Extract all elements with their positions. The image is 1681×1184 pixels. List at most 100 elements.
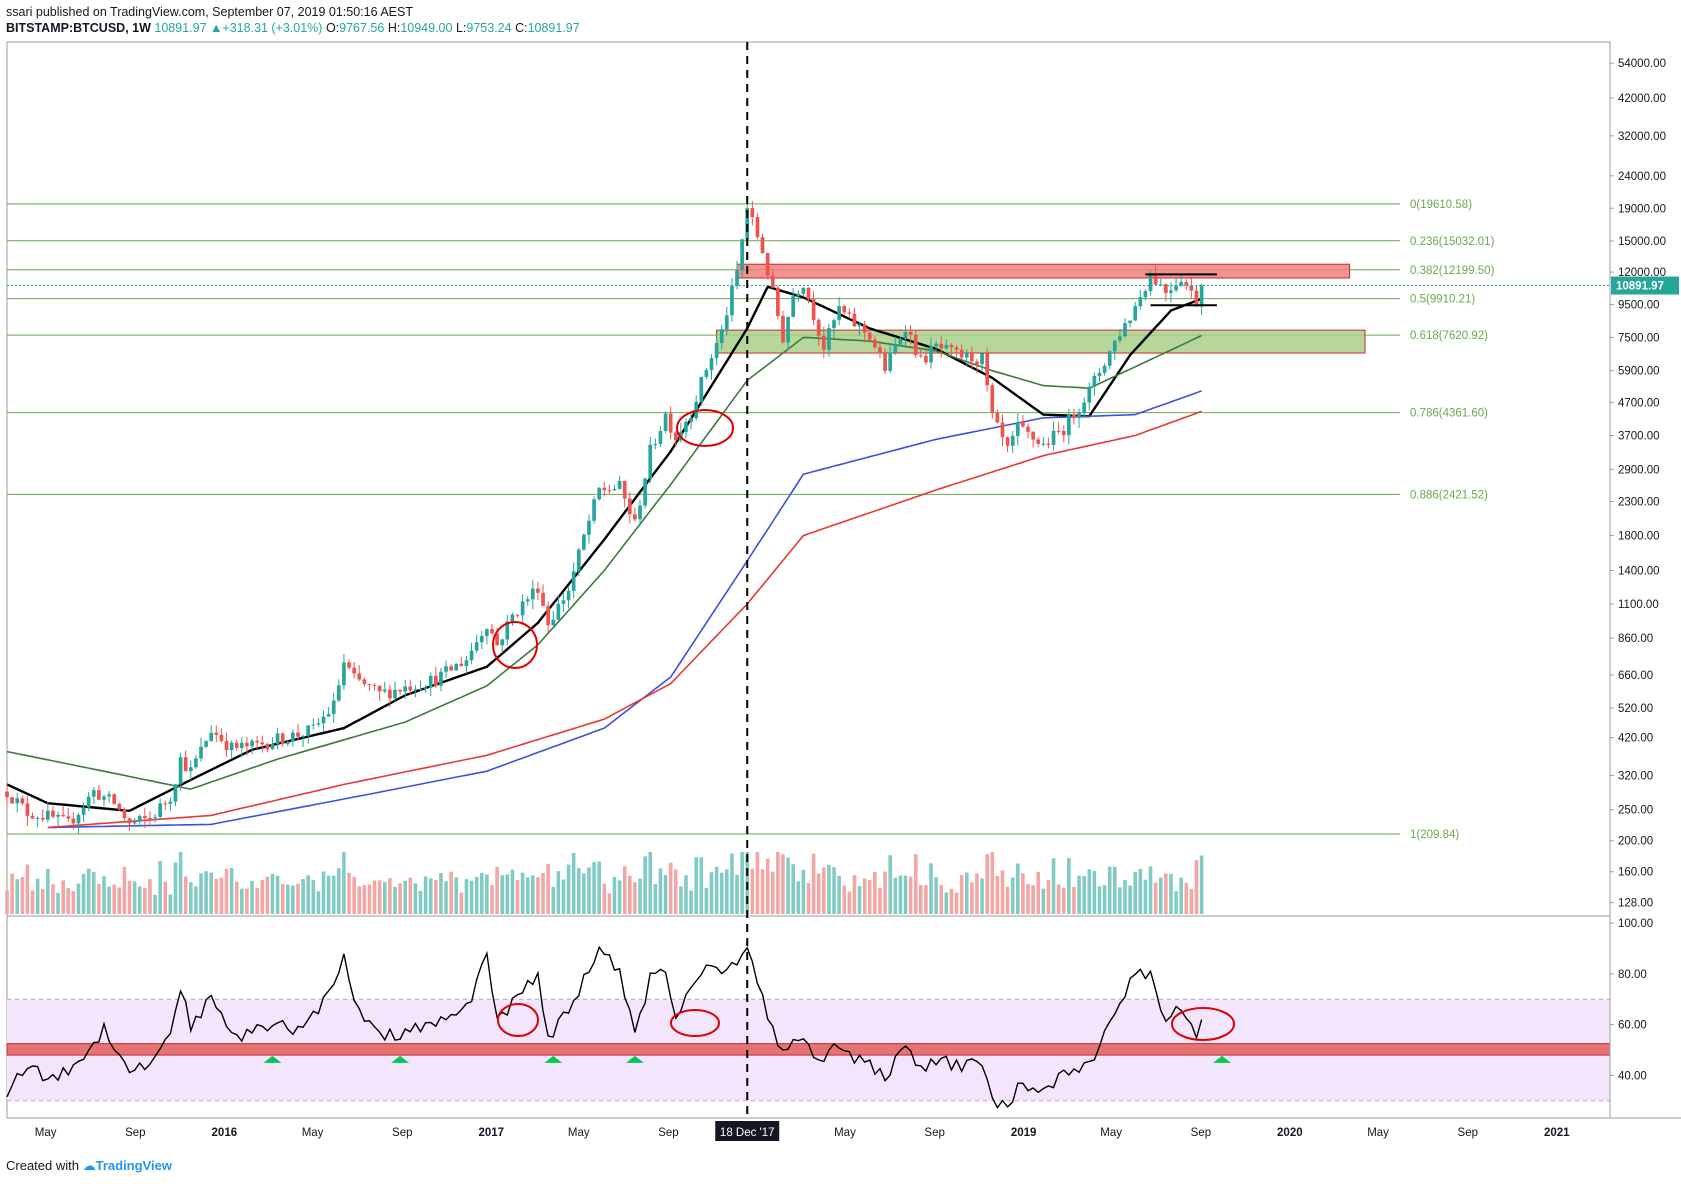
time-axis-label: May <box>1367 1127 1389 1139</box>
volume-bar <box>234 881 239 914</box>
candle-body <box>388 689 392 699</box>
time-axis-label: 2017 <box>478 1127 504 1139</box>
candle-body <box>1194 290 1199 307</box>
resistance-zone <box>736 263 1351 279</box>
time-axis-label: May <box>302 1127 324 1139</box>
candle-body <box>291 732 295 742</box>
volume-bar <box>755 852 760 914</box>
candle-body <box>1184 281 1189 286</box>
candle-body <box>898 338 903 345</box>
annotation-circle <box>1171 1007 1235 1041</box>
volume-bar <box>183 876 188 914</box>
volume-bar <box>260 879 265 914</box>
price-axis-label: 520.00 <box>1618 703 1653 715</box>
volume-bar <box>35 878 40 914</box>
candle-body <box>204 741 208 747</box>
volume-bar <box>633 882 637 914</box>
candle-body <box>862 324 867 333</box>
candle-body <box>1041 443 1046 445</box>
price-axis-label: 7500.00 <box>1618 332 1660 344</box>
volume-bar <box>740 852 744 914</box>
volume-bar <box>770 871 775 914</box>
author-name[interactable]: ssari <box>6 5 33 19</box>
candle-body <box>403 686 408 692</box>
candle-body <box>592 499 596 521</box>
candle-body <box>5 791 9 798</box>
candle-body <box>91 790 96 797</box>
candle-body <box>1000 422 1005 438</box>
up-arrow-icon: ▲ <box>210 21 223 35</box>
volume-bar <box>188 882 193 914</box>
candle-body <box>689 418 693 422</box>
volume-bar <box>551 886 556 914</box>
candle-body <box>1021 422 1025 427</box>
created-with-label: Created with <box>6 1158 79 1173</box>
volume-bar <box>56 892 60 914</box>
candle-body <box>990 385 995 413</box>
volume-bar <box>1082 876 1086 914</box>
volume-bar <box>648 852 653 914</box>
candle-body <box>612 488 617 491</box>
volume-bar <box>1087 869 1092 914</box>
volume-bar <box>566 864 571 914</box>
candle-body <box>1077 412 1081 419</box>
price-axis-label: 24000.00 <box>1618 171 1666 183</box>
price-axis-label: 160.00 <box>1618 867 1653 879</box>
candle-body <box>137 815 142 822</box>
candle-body <box>194 758 198 768</box>
candle-body <box>852 313 857 327</box>
volume-bar <box>76 883 81 914</box>
candle-body <box>311 724 316 726</box>
candle-body <box>377 685 382 692</box>
candle-body <box>740 239 744 271</box>
candle-body <box>188 767 193 772</box>
candle-body <box>1118 336 1122 341</box>
volume-bar <box>970 882 974 914</box>
candle-body <box>168 801 173 804</box>
volume-bar <box>1041 888 1046 914</box>
candle-body <box>245 742 249 747</box>
volume-bar <box>331 875 336 914</box>
volume-bar <box>1148 866 1153 914</box>
tradingview-brand[interactable]: TradingView <box>95 1158 172 1173</box>
volume-bar <box>1021 873 1025 914</box>
open-value: 9767.56 <box>339 21 385 35</box>
candle-body <box>510 614 515 622</box>
candle-body <box>229 742 234 751</box>
candle-body <box>71 818 76 824</box>
candle-body <box>1051 430 1056 445</box>
volume-bar <box>10 873 14 914</box>
time-axis-label: Sep <box>392 1127 412 1139</box>
fib-level-label: 0(19610.58) <box>1410 199 1472 211</box>
low-value: 9753.24 <box>466 21 512 35</box>
candle-body <box>1123 323 1127 337</box>
candle-body <box>781 315 785 343</box>
volume-bar <box>985 854 989 914</box>
volume-bar <box>786 857 790 914</box>
tradingview-logo-icon: ☁ <box>82 1158 96 1173</box>
volume-bar <box>240 888 244 914</box>
rsi-axis-label: 60.00 <box>1618 1020 1647 1032</box>
candle-body <box>633 514 637 520</box>
volume-bar <box>582 873 586 914</box>
candle-body <box>878 347 882 354</box>
volume-bar <box>1128 885 1132 914</box>
candle-body <box>684 421 688 433</box>
moving-average-line <box>47 410 1202 829</box>
open-label: O: <box>325 21 340 35</box>
volume-bar <box>628 875 632 914</box>
candle-body <box>939 343 944 349</box>
close-label: C: <box>515 21 528 35</box>
candle-body <box>485 629 489 636</box>
candle-body <box>1102 365 1107 373</box>
volume-bar <box>663 874 668 914</box>
candle-body <box>1112 340 1117 352</box>
volume-bar <box>556 871 561 914</box>
candle-body <box>66 816 71 819</box>
volume-bar <box>245 888 249 914</box>
candle-body <box>1010 435 1015 446</box>
price-axis-label: 1100.00 <box>1618 599 1659 611</box>
volume-bar <box>449 871 453 914</box>
candle-body <box>51 810 55 817</box>
